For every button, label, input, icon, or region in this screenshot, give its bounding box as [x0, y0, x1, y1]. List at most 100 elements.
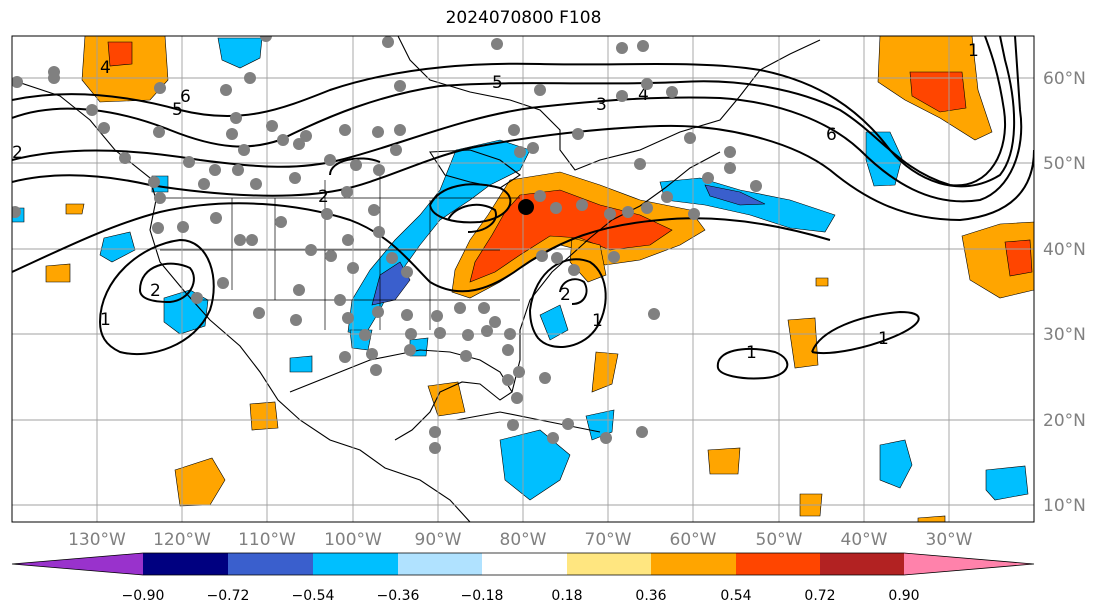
lat-label: 50°N	[1043, 154, 1086, 174]
station-dot	[641, 202, 653, 214]
colorbar-segment	[820, 553, 904, 575]
lat-label: 60°N	[1043, 69, 1086, 89]
station-dots	[12, 36, 762, 454]
station-dot	[293, 138, 305, 150]
station-dot	[429, 426, 441, 438]
station-dot	[508, 124, 520, 136]
colorbar	[11, 552, 1035, 576]
station-dot	[636, 426, 648, 438]
station-dot	[266, 120, 278, 132]
station-dot	[198, 178, 210, 190]
station-dot	[260, 36, 272, 42]
station-dot	[401, 309, 413, 321]
station-dot	[339, 351, 351, 363]
colorbar-segment	[228, 553, 313, 575]
colorbar-max-extend	[904, 553, 1034, 575]
station-dot	[724, 162, 736, 174]
station-dot	[339, 124, 351, 136]
station-dot	[232, 164, 244, 176]
station-dot	[750, 180, 762, 192]
colorbar-ticks: −0.90 −0.72 −0.54 −0.36 −0.18 0.18 0.36 …	[122, 588, 920, 604]
station-dot	[48, 72, 60, 84]
lat-label: 20°N	[1043, 411, 1086, 431]
station-dot	[334, 294, 346, 306]
station-dot	[572, 128, 584, 140]
contour-label: 1	[100, 310, 111, 330]
colorbar-segment	[736, 553, 820, 575]
station-dot	[404, 344, 416, 356]
contour-label: 1	[746, 343, 757, 363]
station-dot	[253, 307, 265, 319]
station-dot	[405, 328, 417, 340]
station-dot	[507, 419, 519, 431]
station-dot	[481, 325, 493, 337]
map-title: 2024070800 F108	[445, 8, 602, 28]
colorbar-min-extend	[12, 553, 143, 575]
station-dot	[491, 38, 503, 50]
station-dot	[513, 366, 525, 378]
station-dot	[152, 222, 164, 234]
colorbar-tick-label: 0.18	[551, 588, 582, 604]
station-dot	[183, 156, 195, 168]
station-dot	[562, 418, 574, 430]
station-dot	[230, 112, 242, 124]
station-dot	[177, 221, 189, 233]
contour-label-group: 4 5 6 5 3 4 6 1 2 2 1 1 2 1 1 2	[12, 41, 979, 363]
station-dot	[637, 40, 649, 52]
station-dot	[661, 191, 673, 203]
lon-label: 70°W	[585, 530, 632, 550]
station-dot	[551, 252, 563, 264]
station-dot	[341, 186, 353, 198]
contour-label: 1	[968, 41, 979, 61]
station-dot	[86, 104, 98, 116]
station-dot	[148, 176, 160, 188]
station-dot	[191, 292, 203, 304]
station-dot	[504, 328, 516, 340]
lat-label: 40°N	[1043, 240, 1086, 260]
colorbar-segment	[651, 553, 736, 575]
station-dot	[290, 314, 302, 326]
station-dot	[641, 78, 653, 90]
station-dot	[600, 432, 612, 444]
lon-label: 40°W	[841, 530, 888, 550]
state-borders	[160, 175, 520, 330]
colorbar-tick-label: −0.54	[292, 588, 335, 604]
station-dot	[300, 130, 312, 142]
station-dot	[534, 84, 546, 96]
colorbar-outline	[11, 552, 1035, 576]
station-dot	[478, 302, 490, 314]
colorbar-tick-label: −0.18	[461, 588, 504, 604]
station-dot	[616, 42, 628, 54]
colorbar-segment	[143, 553, 228, 575]
contour-label: 6	[826, 125, 837, 145]
station-dot	[454, 302, 466, 314]
longitude-axis: 130°W 120°W 110°W 100°W 90°W 80°W 70°W 6…	[68, 530, 973, 550]
contour-label: 2	[560, 285, 571, 305]
station-dot	[12, 206, 21, 218]
station-dot	[366, 348, 378, 360]
station-dot	[324, 154, 336, 166]
lat-label: 30°N	[1043, 325, 1086, 345]
contour-label: 1	[878, 329, 889, 349]
station-dot	[321, 208, 333, 220]
station-dot	[250, 178, 262, 190]
station-dot	[511, 392, 523, 404]
station-dot	[370, 364, 382, 376]
station-dot	[275, 216, 287, 228]
station-dot	[325, 250, 337, 262]
station-dot	[382, 36, 394, 48]
station-dot	[305, 244, 317, 256]
colorbar-tick-label: 0.72	[804, 588, 835, 604]
lon-label: 30°W	[926, 530, 973, 550]
station-dot	[502, 374, 514, 386]
station-dot	[342, 234, 354, 246]
latitude-axis: 60°N 50°N 40°N 30°N 20°N 10°N	[1043, 69, 1086, 516]
lon-label: 100°W	[324, 530, 382, 550]
station-dot	[210, 212, 222, 224]
location-marker	[518, 199, 534, 215]
contour-label: 5	[492, 73, 503, 93]
station-dot	[684, 132, 696, 144]
map-frame	[11, 35, 1035, 523]
station-dot	[608, 251, 620, 263]
